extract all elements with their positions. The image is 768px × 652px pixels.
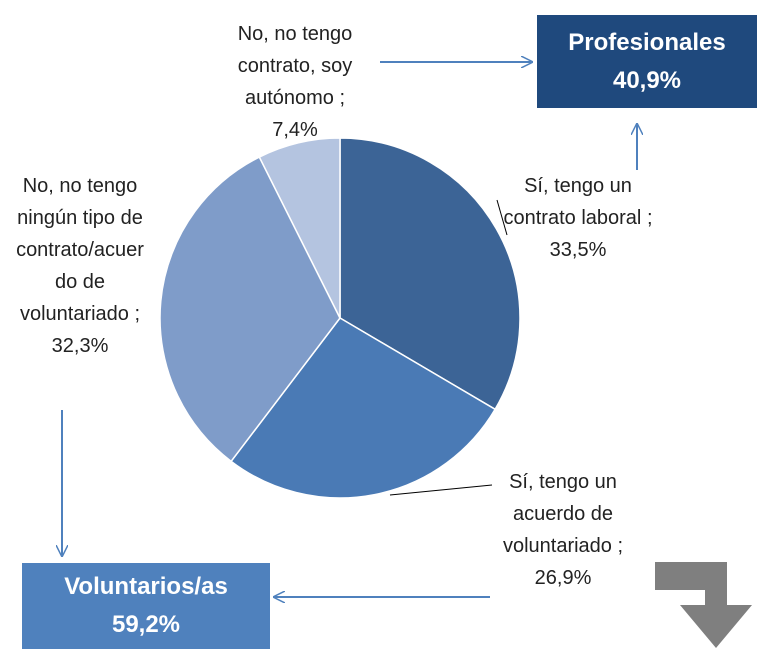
pie-slice xyxy=(159,156,341,463)
category: Sí, tengo un contrato laboral xyxy=(503,175,642,229)
box-value: 59,2% xyxy=(111,611,181,638)
pie xyxy=(159,137,521,499)
leader-line xyxy=(496,199,508,236)
separator: ; xyxy=(134,303,141,325)
box-title: Voluntarios/as xyxy=(64,573,228,600)
pie-slice xyxy=(339,137,521,411)
pie-slice xyxy=(230,317,497,499)
value-label: 33,5% xyxy=(549,239,607,261)
leader-line xyxy=(389,484,493,496)
category: Sí, tengo un acuerdo de voluntariado xyxy=(502,471,617,557)
slice-label: Sí, tengo un acuerdo de voluntariado ; 2… xyxy=(488,466,638,594)
slice-label: Sí, tengo un contrato laboral ; 33,5% xyxy=(503,170,653,266)
value-label: 7,4% xyxy=(272,119,318,141)
separator: ; xyxy=(339,87,346,109)
slice-label: No, no tengo ningún tipo de contrato/acu… xyxy=(13,170,147,362)
value-label: 32,3% xyxy=(51,335,109,357)
summary-box: Voluntarios/as 59,2% xyxy=(22,563,270,649)
box-value: 40,9% xyxy=(612,66,682,94)
summary-box: Profesionales 40,9% xyxy=(537,15,757,108)
value-label: 26,9% xyxy=(534,567,592,589)
separator: ; xyxy=(617,535,624,557)
slice-label: No, no tengo contrato, soy autónomo ; 7,… xyxy=(220,18,370,146)
bent-arrow xyxy=(655,562,752,648)
pie-slice xyxy=(258,137,341,319)
category: No, no tengo ningún tipo de contrato/acu… xyxy=(16,175,144,325)
separator: ; xyxy=(646,207,653,229)
box-title: Profesionales xyxy=(568,28,726,56)
category: No, no tengo contrato, soy autónomo xyxy=(237,23,353,109)
